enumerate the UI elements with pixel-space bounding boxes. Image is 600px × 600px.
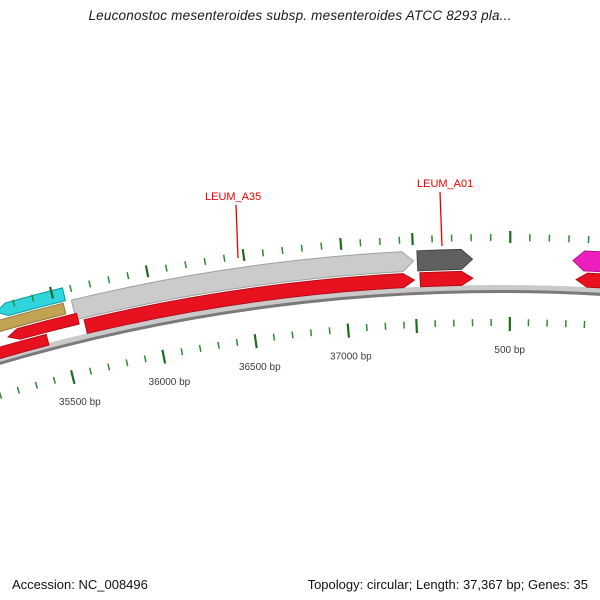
feature-left-red-gene-b[interactable] [0, 333, 50, 361]
ruler-tick [261, 249, 265, 257]
ruler-tick [339, 237, 343, 250]
ruler-tick [253, 334, 258, 349]
ruler-tick [328, 327, 331, 335]
ruler-tick [34, 381, 39, 389]
ruler-tick [346, 323, 350, 338]
feature-LEUM_A01[interactable] [416, 248, 474, 272]
ruler-tick [180, 348, 184, 356]
ruler-tick [164, 264, 168, 272]
callout-layer: LEUM_A35 LEUM_A01 [205, 178, 473, 259]
ruler-tick [309, 329, 313, 337]
features-layer [0, 248, 600, 361]
ruler-label: 37000 bp [330, 352, 372, 363]
topology-text: Topology: circular; Length: 37,367 bp; G… [307, 576, 588, 592]
status-bar: Accession: NC_008496 Topology: circular;… [0, 568, 600, 600]
feature-right-magenta-cds[interactable] [575, 272, 600, 289]
backbone-line [0, 290, 600, 365]
ruler-tick [184, 261, 187, 269]
feature-left-cyan-gene[interactable] [0, 287, 67, 317]
ruler-tick [143, 355, 147, 363]
ruler-label: 36500 bp [239, 362, 281, 373]
ruler-tick [69, 284, 73, 293]
ruler-tick [411, 233, 414, 246]
ruler-tick [272, 333, 276, 341]
ruler-tick [378, 237, 381, 245]
ruler-tick [365, 324, 368, 332]
feature-LEUM_A35-cds[interactable] [83, 273, 416, 335]
ruler-tick [52, 376, 57, 384]
ruler-tick [107, 276, 111, 284]
feature-left-tan-gene[interactable] [0, 302, 67, 335]
ruler-tick [217, 341, 220, 349]
ruler-tick [0, 391, 3, 400]
callout-line [235, 204, 239, 259]
backbone-highlight [0, 284, 600, 363]
feature-left-red-gene-a[interactable] [7, 312, 80, 340]
ruler-tick [415, 318, 418, 334]
ruler-tick [222, 254, 226, 262]
feature-label-LEUM_A35[interactable]: LEUM_A35 [205, 191, 261, 203]
backbone-arc [0, 284, 600, 365]
ruler-tick [88, 280, 92, 288]
ruler-label: 35500 bp [59, 397, 101, 408]
ruler-tick [125, 359, 129, 367]
accession-text: Accession: NC_008496 [12, 576, 148, 592]
ruler-tick [16, 386, 21, 394]
ruler-tick [241, 248, 246, 262]
ruler-label: 36000 bp [149, 377, 191, 388]
map-title: Leuconostoc mesenteroides subsp. mesente… [88, 8, 512, 23]
feature-label-LEUM_A01[interactable]: LEUM_A01 [417, 178, 473, 190]
ruler-label: 500 bp [494, 345, 525, 356]
ruler-tick [107, 363, 111, 371]
feature-LEUM_A35[interactable] [70, 251, 415, 321]
ruler-tick [161, 349, 167, 364]
ruler-tick [126, 272, 130, 280]
callout-line [439, 191, 443, 247]
ruler-tick [291, 331, 294, 339]
ruler-layer: 35500 bp 36000 bp 36500 bp 37000 bp 500 bp [0, 231, 590, 408]
ruler-tick [88, 367, 93, 375]
feature-LEUM_A01-cds[interactable] [419, 270, 474, 288]
ruler-tick [203, 257, 207, 266]
ruler-tick [70, 370, 76, 385]
ruler-tick [320, 242, 323, 250]
ruler-tick [12, 299, 16, 307]
ruler-tick [281, 246, 284, 254]
ruler-tick [144, 265, 150, 278]
ruler-tick [300, 244, 303, 252]
ruler-tick [49, 286, 55, 299]
ruler-tick [235, 338, 239, 347]
ruler-tick [198, 344, 202, 353]
ruler-tick [31, 294, 35, 302]
ruler-tick [359, 239, 362, 247]
feature-right-magenta-gene[interactable] [572, 250, 600, 273]
